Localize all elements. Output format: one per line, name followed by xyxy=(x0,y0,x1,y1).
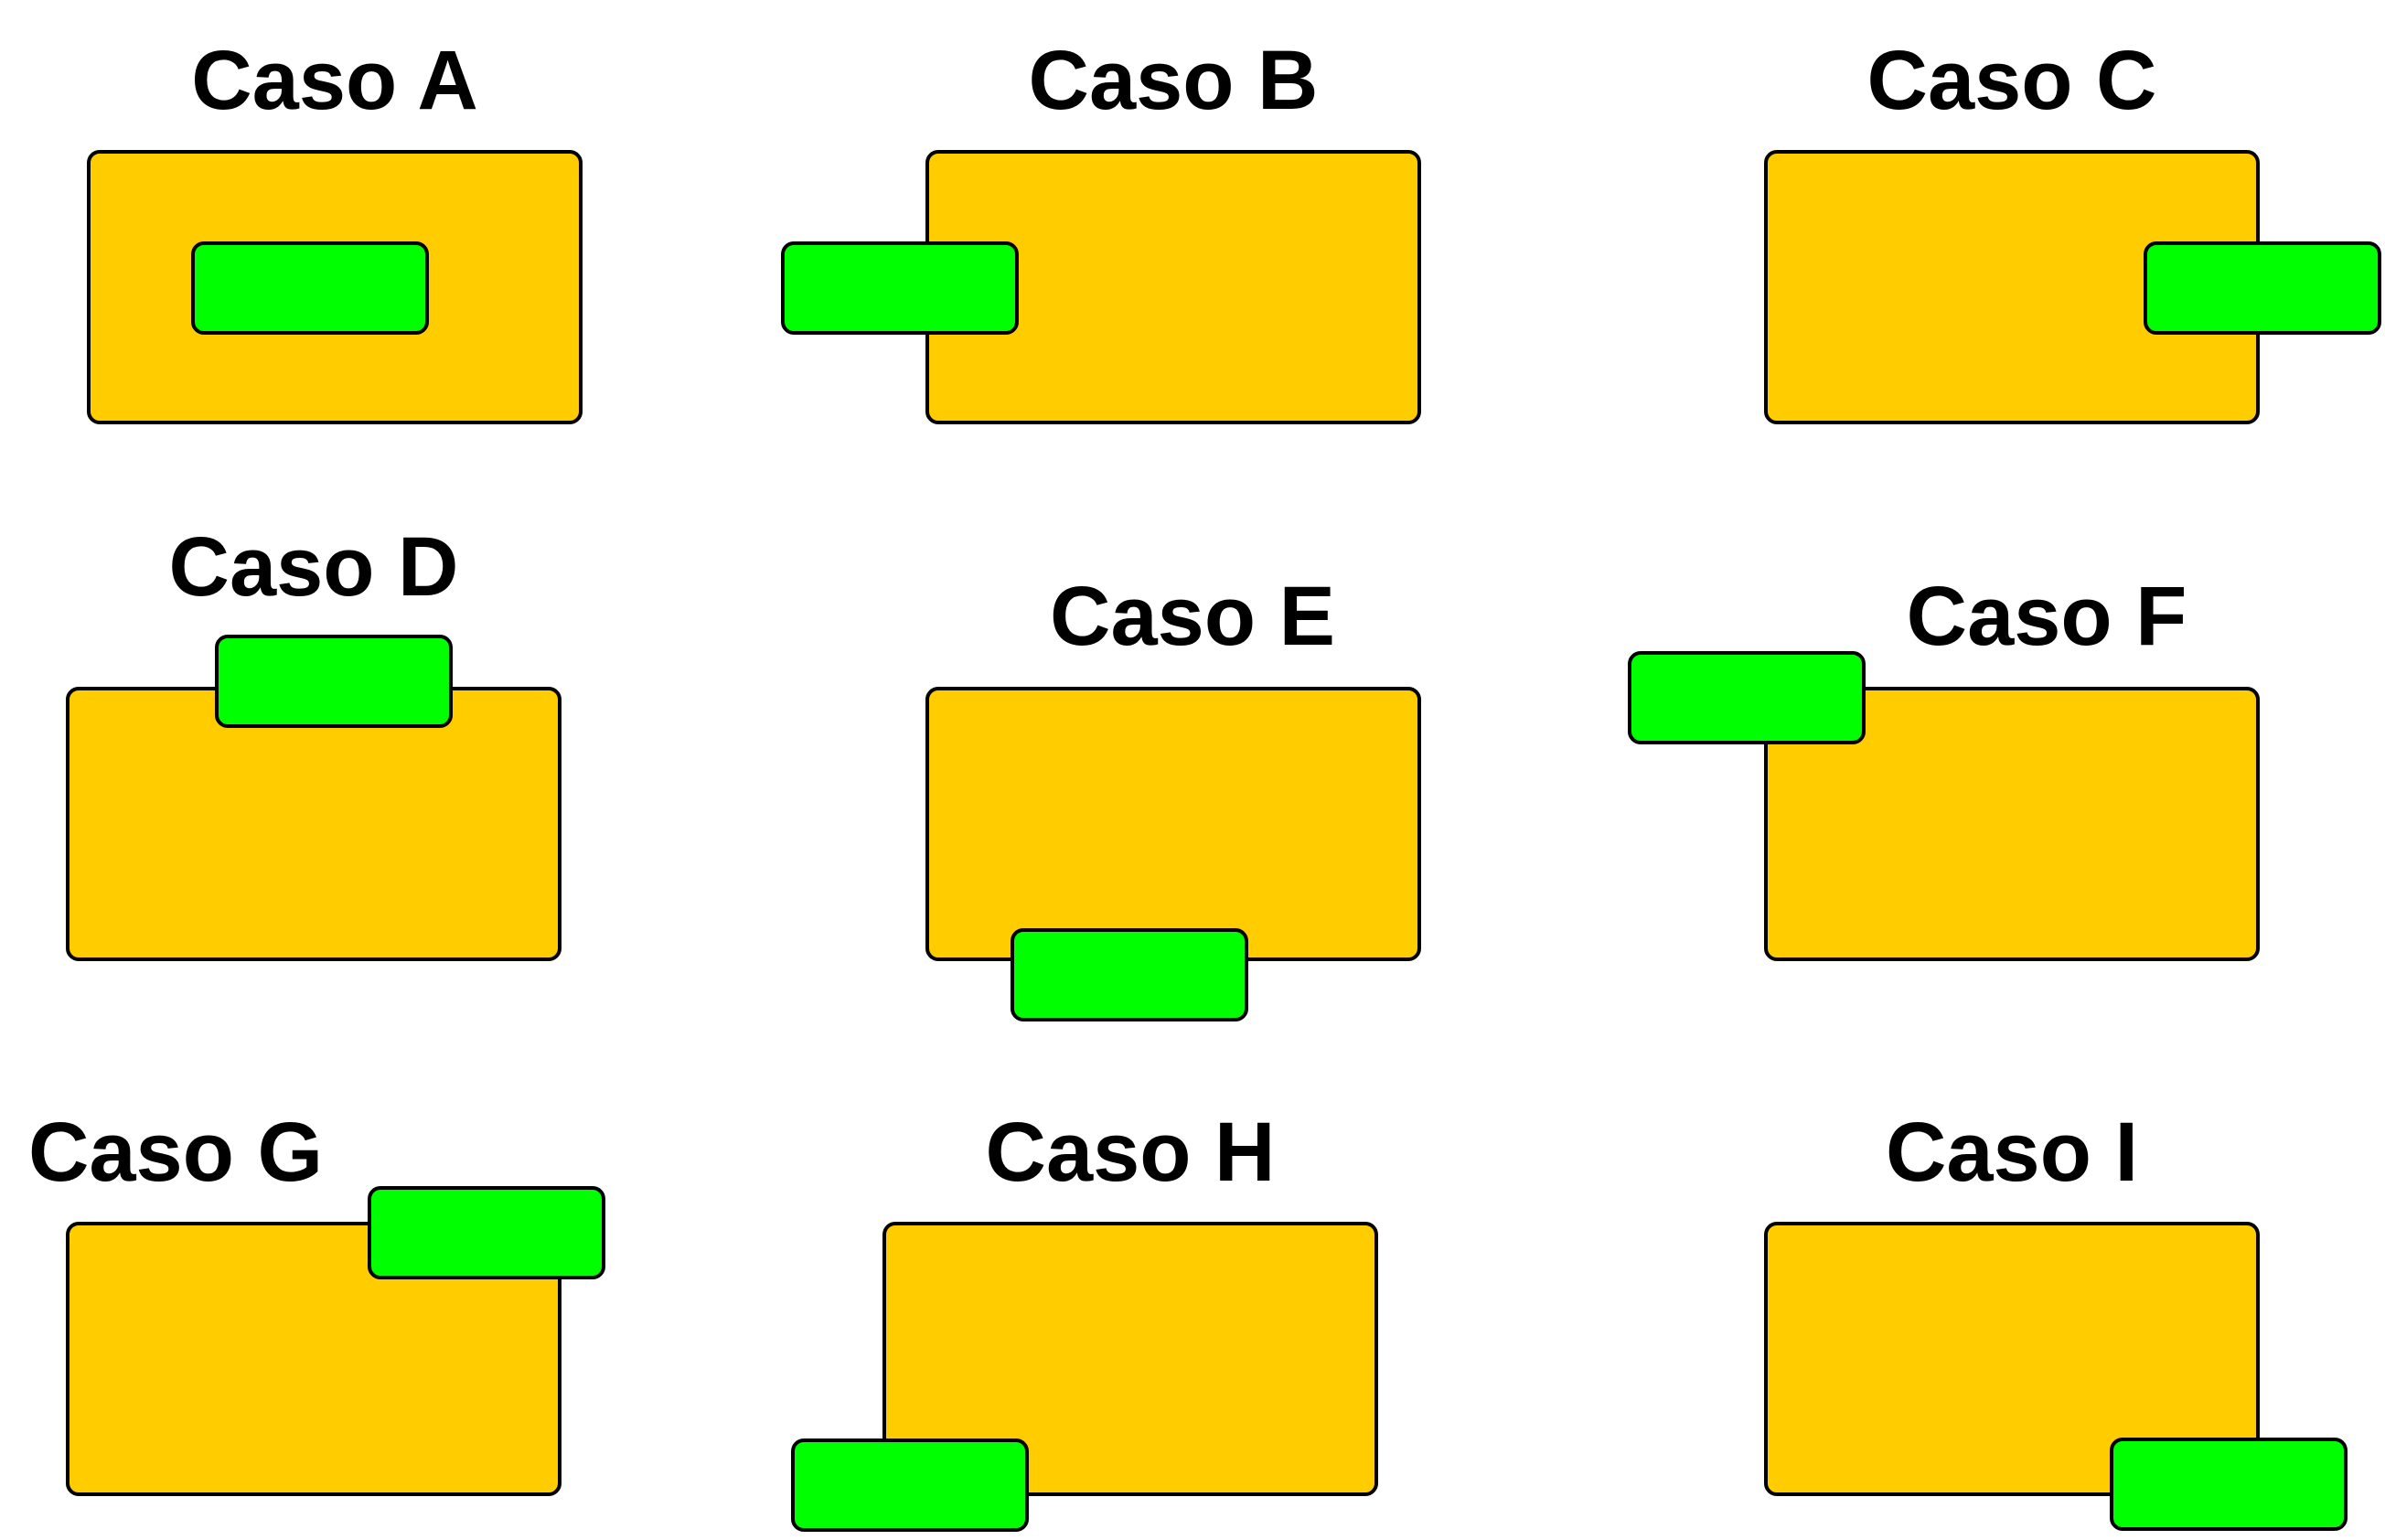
case-i-inner-rect xyxy=(2110,1438,2348,1531)
case-h-inner-rect xyxy=(791,1438,1029,1532)
case-a-inner-rect xyxy=(191,241,429,335)
case-d-container-rect xyxy=(66,687,561,961)
case-a-title: Caso A xyxy=(191,38,478,123)
case-f-title: Caso F xyxy=(1907,574,2187,658)
case-i-title: Caso I xyxy=(1886,1110,2138,1194)
case-h-title: Caso H xyxy=(986,1110,1276,1194)
case-e-inner-rect xyxy=(1011,928,1248,1021)
case-c-inner-rect xyxy=(2144,241,2381,335)
case-d-inner-rect xyxy=(215,635,453,728)
case-b-title: Caso B xyxy=(1029,38,1319,123)
case-c-title: Caso C xyxy=(1867,38,2157,123)
case-e-container-rect xyxy=(925,687,1421,961)
case-g-inner-rect xyxy=(368,1186,605,1279)
case-d-title: Caso D xyxy=(169,525,459,609)
case-e-title: Caso E xyxy=(1050,574,1335,658)
case-f-inner-rect xyxy=(1628,651,1866,744)
case-b-inner-rect xyxy=(781,241,1019,335)
case-g-title: Caso G xyxy=(28,1110,323,1194)
